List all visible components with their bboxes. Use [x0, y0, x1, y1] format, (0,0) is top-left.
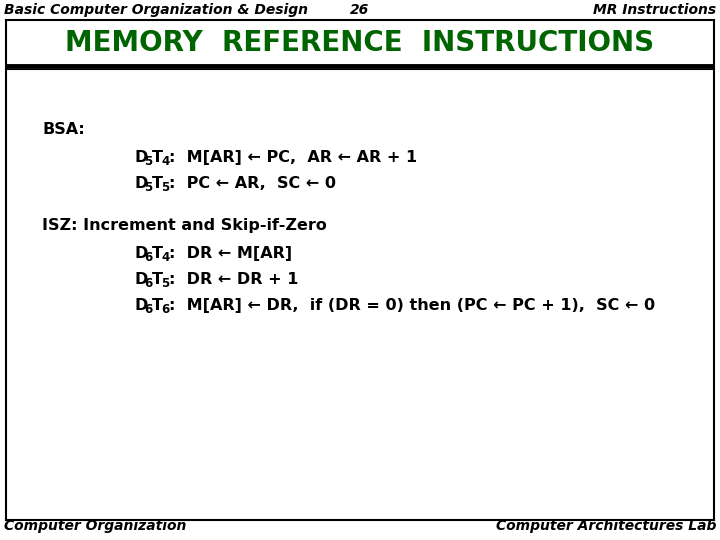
Text: D: D — [135, 272, 148, 287]
Text: D: D — [135, 298, 148, 313]
Text: :  DR ← M[AR]: : DR ← M[AR] — [169, 246, 292, 261]
Text: :  M[AR] ← DR,  if (DR = 0) then (PC ← PC + 1),  SC ← 0: : M[AR] ← DR, if (DR = 0) then (PC ← PC … — [169, 298, 655, 313]
Text: T: T — [152, 246, 163, 261]
Text: :  M[AR] ← PC,  AR ← AR + 1: : M[AR] ← PC, AR ← AR + 1 — [169, 150, 417, 165]
Text: :  DR ← DR + 1: : DR ← DR + 1 — [169, 272, 298, 287]
Text: Computer Organization: Computer Organization — [4, 519, 186, 533]
Text: BSA:: BSA: — [42, 122, 85, 137]
Text: MR Instructions: MR Instructions — [593, 3, 716, 17]
Text: T: T — [152, 150, 163, 165]
Text: 6: 6 — [144, 251, 152, 264]
Text: T: T — [152, 298, 163, 313]
Text: ISZ: Increment and Skip-if-Zero: ISZ: Increment and Skip-if-Zero — [42, 218, 327, 233]
Text: 5: 5 — [144, 155, 152, 168]
Text: T: T — [152, 272, 163, 287]
Text: D: D — [135, 150, 148, 165]
Text: T: T — [152, 176, 163, 191]
Text: :  PC ← AR,  SC ← 0: : PC ← AR, SC ← 0 — [169, 176, 336, 191]
Text: 26: 26 — [351, 3, 369, 17]
Text: MEMORY  REFERENCE  INSTRUCTIONS: MEMORY REFERENCE INSTRUCTIONS — [66, 29, 654, 57]
Text: Computer Architectures Lab: Computer Architectures Lab — [495, 519, 716, 533]
Text: 6: 6 — [144, 303, 152, 316]
Text: 4: 4 — [161, 251, 169, 264]
Text: 5: 5 — [161, 181, 169, 194]
Text: 5: 5 — [144, 181, 152, 194]
Text: D: D — [135, 246, 148, 261]
Text: 6: 6 — [144, 277, 152, 290]
Text: D: D — [135, 176, 148, 191]
Text: 6: 6 — [161, 303, 169, 316]
Text: Basic Computer Organization & Design: Basic Computer Organization & Design — [4, 3, 308, 17]
Text: 5: 5 — [161, 277, 169, 290]
Text: 4: 4 — [161, 155, 169, 168]
